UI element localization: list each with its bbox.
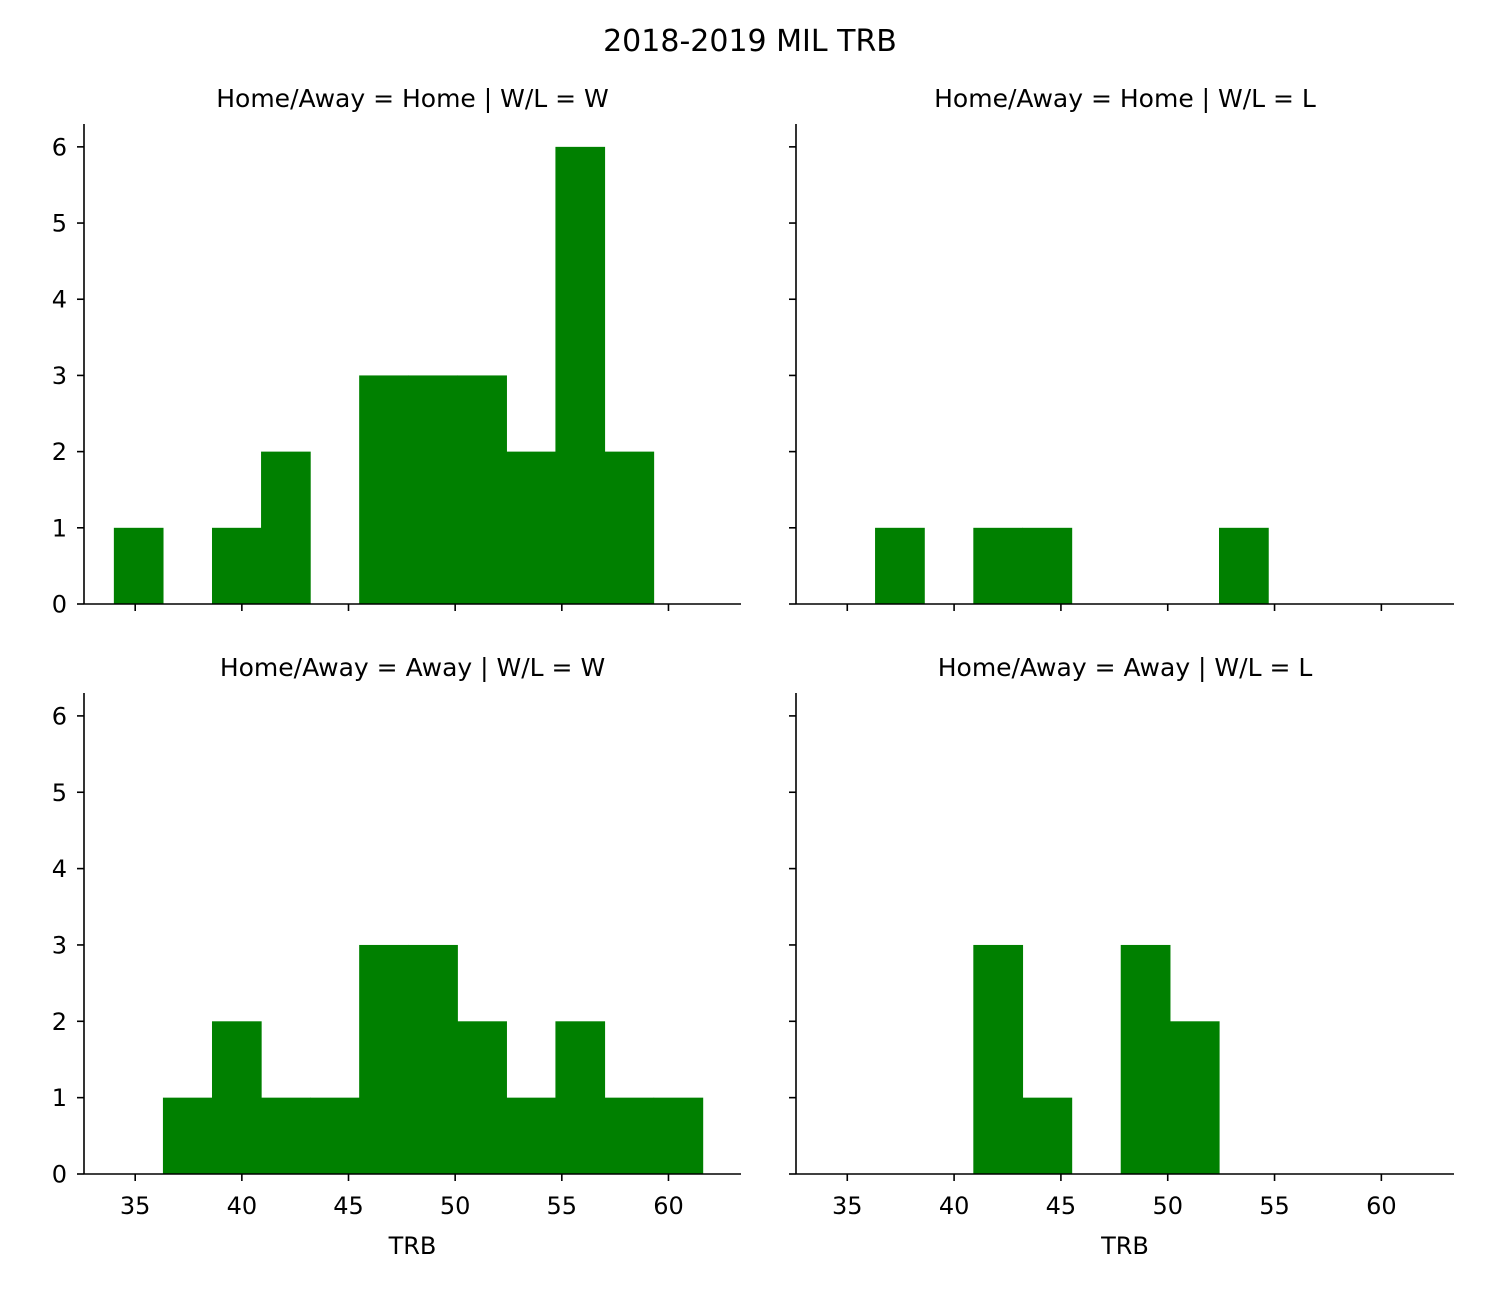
panel-home-w: 0 1 2 3 4 5 6 Home/Away = Home | W/L = W bbox=[52, 84, 741, 619]
x-tick-label: 60 bbox=[653, 1192, 684, 1220]
y-tick-label: 2 bbox=[52, 438, 67, 466]
histogram-bar bbox=[604, 1097, 655, 1174]
x-axis-label: TRB bbox=[388, 1232, 437, 1260]
y-tick-label: 1 bbox=[52, 514, 67, 542]
x-tick-label: 45 bbox=[1046, 1192, 1077, 1220]
histogram-bar bbox=[1169, 1021, 1220, 1174]
histogram-bar bbox=[1120, 944, 1171, 1174]
x-tick-label: 35 bbox=[832, 1192, 863, 1220]
histogram-bar bbox=[408, 944, 458, 1174]
y-tick-label: 5 bbox=[52, 210, 67, 238]
y-tick-label: 2 bbox=[52, 1008, 67, 1036]
histogram-bar bbox=[457, 1021, 507, 1174]
histogram-bar bbox=[506, 1097, 557, 1174]
histogram-bar bbox=[211, 527, 262, 604]
histogram-bar bbox=[1022, 1097, 1073, 1174]
histogram-bar bbox=[653, 1097, 704, 1174]
histogram-bar bbox=[875, 527, 925, 604]
panel-home-l: Home/Away = Home | W/L = L bbox=[789, 84, 1454, 611]
histogram-bar bbox=[555, 1021, 606, 1174]
histogram-bar bbox=[604, 451, 655, 604]
histogram-bar bbox=[1022, 527, 1073, 604]
x-tick-label: 55 bbox=[1259, 1192, 1290, 1220]
x-tick-label: 60 bbox=[1366, 1192, 1397, 1220]
histogram-bar bbox=[1219, 527, 1269, 604]
x-tick-label: 55 bbox=[547, 1192, 578, 1220]
histogram-bar bbox=[973, 527, 1024, 604]
histogram-bar bbox=[162, 1097, 213, 1174]
x-tick-label: 40 bbox=[939, 1192, 970, 1220]
y-tick-label: 4 bbox=[52, 286, 67, 314]
y-tick-label: 6 bbox=[52, 133, 67, 161]
histogram-bar bbox=[359, 944, 409, 1174]
histogram-bar bbox=[555, 146, 606, 605]
panel-title: Home/Away = Home | W/L = L bbox=[934, 84, 1316, 113]
y-tick-label: 4 bbox=[52, 855, 67, 883]
y-tick-label: 1 bbox=[52, 1084, 67, 1112]
figure-title: 2018-2019 MIL TRB bbox=[603, 24, 897, 59]
panel-away-l: 35 40 45 50 55 60 Home/Away = Away | W/L = L TR… bbox=[789, 653, 1454, 1260]
histogram-bar bbox=[310, 1097, 360, 1174]
histogram-bar bbox=[113, 527, 164, 604]
x-tick-label: 40 bbox=[227, 1192, 258, 1220]
y-tick-label: 3 bbox=[52, 362, 67, 390]
x-tick-label: 45 bbox=[333, 1192, 364, 1220]
histogram-bar bbox=[457, 375, 507, 604]
y-tick-label: 6 bbox=[52, 702, 67, 730]
x-tick-label: 50 bbox=[1152, 1192, 1183, 1220]
y-tick-label: 3 bbox=[52, 931, 67, 959]
panel-title: Home/Away = Away | W/L = L bbox=[938, 653, 1313, 682]
y-tick-label: 5 bbox=[52, 779, 67, 807]
panel-title: Home/Away = Away | W/L = W bbox=[220, 653, 605, 682]
histogram-bar bbox=[359, 375, 409, 604]
y-tick-label: 0 bbox=[52, 591, 67, 619]
panel-title: Home/Away = Home | W/L = W bbox=[216, 84, 609, 113]
histogram-bar bbox=[408, 375, 458, 604]
histogram-bar bbox=[211, 1021, 262, 1174]
y-tick-label: 0 bbox=[52, 1161, 67, 1189]
x-tick-label: 35 bbox=[120, 1192, 151, 1220]
x-tick-label: 50 bbox=[440, 1192, 471, 1220]
histogram-bar bbox=[261, 1097, 311, 1174]
x-axis-label: TRB bbox=[1100, 1232, 1149, 1260]
histogram-bar bbox=[261, 451, 311, 604]
histogram-bar bbox=[973, 944, 1024, 1174]
histogram-bar bbox=[506, 451, 557, 604]
